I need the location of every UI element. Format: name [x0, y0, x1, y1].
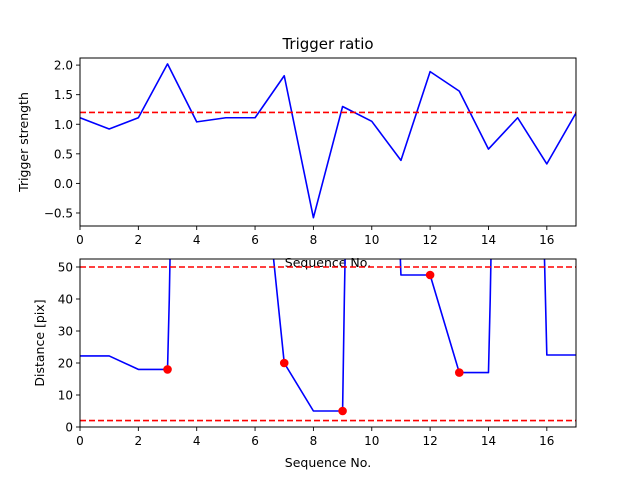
- y-tick-label: 30: [58, 325, 73, 339]
- data-point-marker: [279, 358, 289, 368]
- x-tick-label: 10: [364, 434, 379, 448]
- distance-chart: Distance [pix] Sequence No. 0 2 4 6 8 10 12 14 1…: [32, 258, 577, 470]
- x-tick-label: 6: [251, 233, 259, 247]
- y-tick-label: 10: [58, 389, 73, 403]
- x-tick-label: 10: [364, 233, 379, 247]
- trigger-ratio-chart: Trigger ratio Trigger strength Sequence …: [16, 35, 577, 270]
- data-point-marker: [338, 406, 347, 416]
- x-tick-label: 12: [422, 233, 437, 247]
- data-point-marker: [163, 365, 172, 374]
- x-tick-label: 6: [251, 434, 259, 448]
- y-axis-title: Distance [pix]: [32, 299, 47, 386]
- x-tick-label: 4: [193, 233, 201, 247]
- plot-frame: [79, 57, 577, 227]
- x-tick-label: 2: [135, 434, 143, 448]
- series-line-segment: [399, 259, 492, 374]
- series-line-segment: [80, 63, 576, 219]
- y-tick-label: −0.5: [44, 206, 73, 220]
- x-tick-label: 14: [481, 233, 496, 247]
- x-tick-label: 14: [481, 434, 496, 448]
- y-tick-label: 1.0: [54, 118, 73, 132]
- data-point-marker: [454, 368, 464, 377]
- y-tick-label: 2.0: [54, 59, 73, 73]
- data-point-marker: [425, 270, 435, 280]
- x-tick-label: 0: [76, 233, 84, 247]
- x-tick-label: 8: [310, 233, 318, 247]
- x-tick-label: 16: [539, 233, 554, 247]
- chart-title: Trigger ratio: [281, 35, 373, 53]
- y-tick-label: 0: [65, 421, 73, 435]
- x-tick-label: 8: [310, 434, 318, 448]
- series-line-segment: [80, 259, 171, 371]
- x-tick-label: 4: [193, 434, 201, 448]
- y-tick-label: 0.5: [54, 147, 73, 161]
- plot-frame: [79, 258, 577, 428]
- y-tick-label: 50: [58, 261, 73, 275]
- y-tick-label: 40: [58, 293, 73, 307]
- x-tick-label: 16: [539, 434, 554, 448]
- x-tick-label: 0: [76, 434, 84, 448]
- x-axis-title: Sequence No.: [285, 455, 371, 470]
- y-tick-label: 20: [58, 357, 73, 371]
- series-line-segment: [543, 259, 576, 356]
- y-tick-label: 0.0: [54, 177, 73, 191]
- y-tick-label: 1.5: [54, 88, 73, 102]
- series-line-segment: [272, 259, 346, 412]
- x-tick-label: 12: [422, 434, 437, 448]
- y-axis-title: Trigger strength: [16, 92, 31, 193]
- x-tick-label: 2: [135, 233, 143, 247]
